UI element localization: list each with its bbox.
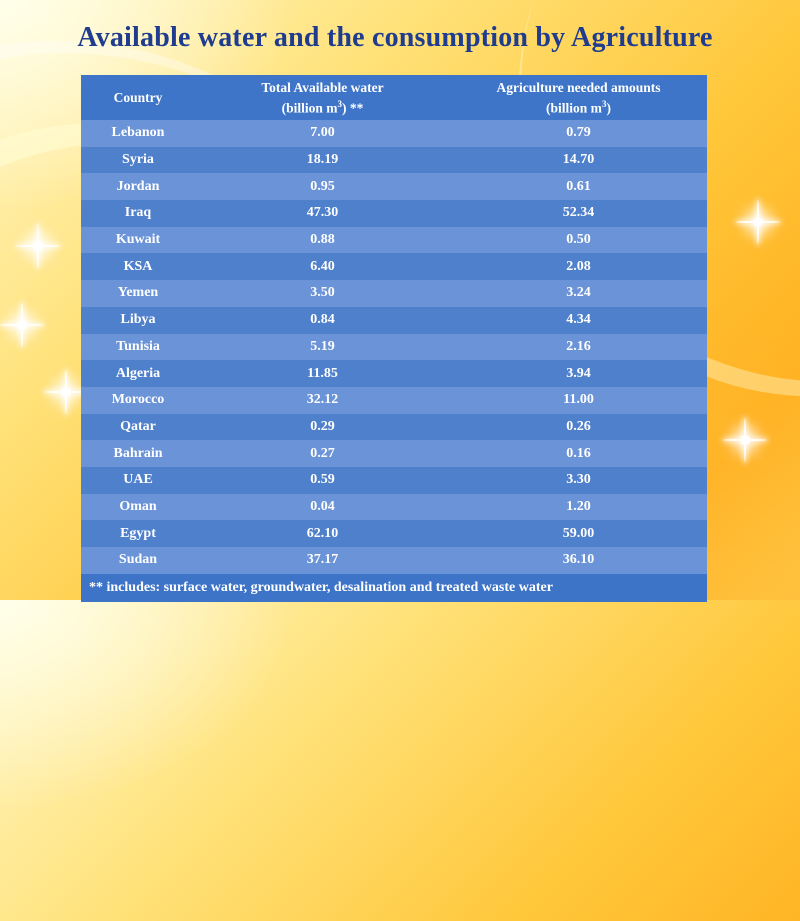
cell-agriculture-needed: 59.00 <box>562 525 595 541</box>
cell-agriculture-needed: 3.30 <box>566 472 591 488</box>
cell-country: Lebanon <box>111 125 165 141</box>
cell-country: Oman <box>119 498 157 514</box>
cell-agriculture-needed: 52.34 <box>562 205 595 221</box>
cell-agriculture-needed: 3.24 <box>566 285 591 301</box>
table-row: Sudan 37.17 36.10 <box>81 547 707 574</box>
cell-country: Algeria <box>115 365 161 381</box>
sparkle-icon <box>0 303 44 347</box>
cell-country: Syria <box>122 152 154 168</box>
cell-country: Egypt <box>120 525 156 541</box>
table-header-row: Country Total Available water (billion m… <box>81 75 707 120</box>
header-country: Country <box>113 90 163 105</box>
table-row: Bahrain 0.27 0.16 <box>81 440 707 467</box>
cell-agriculture-needed: 2.16 <box>566 338 591 354</box>
cell-agriculture-needed: 0.61 <box>566 178 591 194</box>
footnote-row: ** includes: surface water, groundwater,… <box>81 573 707 602</box>
cell-country: Kuwait <box>115 232 161 248</box>
table-row: Libya 0.84 4.34 <box>81 306 707 334</box>
sparkle-icon <box>736 200 780 244</box>
table-row: Morocco 32.12 11.00 <box>81 386 707 414</box>
page-title: Available water and the consumption by A… <box>77 22 713 53</box>
table-row: Oman 0.04 1.20 <box>81 493 707 521</box>
cell-agriculture-needed: 36.10 <box>562 552 595 568</box>
cell-total-available: 6.40 <box>310 258 335 274</box>
cell-country: UAE <box>123 472 153 488</box>
header-agriculture-needed: Agriculture needed amounts (billion m3) <box>496 79 661 116</box>
cell-country: Jordan <box>116 178 160 194</box>
cell-country: Sudan <box>118 552 158 568</box>
table-row: Algeria 11.85 3.94 <box>81 360 707 387</box>
sparkle-icon <box>723 418 767 462</box>
cell-total-available: 5.19 <box>310 338 335 354</box>
cell-total-available: 11.85 <box>307 365 338 381</box>
cell-country: Qatar <box>120 418 156 434</box>
cell-agriculture-needed: 0.16 <box>566 445 591 461</box>
cell-total-available: 0.59 <box>310 472 335 488</box>
cell-total-available: 0.27 <box>310 445 335 461</box>
cell-country: Tunisia <box>116 338 160 354</box>
cell-total-available: 37.17 <box>306 552 339 568</box>
cell-total-available: 62.10 <box>306 525 339 541</box>
cell-agriculture-needed: 4.34 <box>566 312 591 328</box>
cell-total-available: 0.88 <box>310 232 335 248</box>
sparkle-icon <box>44 370 88 414</box>
cell-total-available: 0.04 <box>310 498 335 514</box>
water-consumption-table: Country Total Available water (billion m… <box>81 75 707 602</box>
cell-agriculture-needed: 11.00 <box>563 392 594 408</box>
sparkle-icon <box>16 224 60 268</box>
cell-total-available: 0.29 <box>310 418 335 434</box>
cell-agriculture-needed: 0.50 <box>566 232 591 248</box>
table-row: Lebanon 7.00 0.79 <box>81 120 707 147</box>
cell-agriculture-needed: 0.26 <box>566 418 591 434</box>
cell-total-available: 0.84 <box>310 312 335 328</box>
cell-agriculture-needed: 2.08 <box>566 258 591 274</box>
cell-country: Bahrain <box>113 445 163 461</box>
table-row: Iraq 47.30 52.34 <box>81 200 707 227</box>
table-body: Lebanon 7.00 0.79 Syria 18.19 14.70 Jordan 0.95… <box>81 120 707 574</box>
table-row: Syria 18.19 14.70 <box>81 146 707 174</box>
table-row: Kuwait 0.88 0.50 <box>81 226 707 254</box>
cell-total-available: 32.12 <box>306 392 339 408</box>
cell-total-available: 3.50 <box>310 285 335 301</box>
header-total-available: Total Available water (billion m3) ** <box>261 79 384 116</box>
water-table-container: Country Total Available water (billion m… <box>81 75 707 602</box>
cell-agriculture-needed: 0.79 <box>566 125 591 141</box>
table-row: Jordan 0.95 0.61 <box>81 173 707 201</box>
cell-agriculture-needed: 1.20 <box>566 498 591 514</box>
cell-country: Morocco <box>111 392 165 408</box>
cell-country: Yemen <box>117 285 159 301</box>
table-row: Qatar 0.29 0.26 <box>81 413 707 441</box>
cell-agriculture-needed: 3.94 <box>566 365 591 381</box>
cell-total-available: 0.95 <box>310 178 335 194</box>
cell-country: KSA <box>123 258 153 274</box>
cell-total-available: 7.00 <box>310 125 335 141</box>
table-row: Yemen 3.50 3.24 <box>81 280 707 307</box>
table-row: UAE 0.59 3.30 <box>81 466 707 494</box>
cell-total-available: 47.30 <box>306 205 339 221</box>
cell-country: Iraq <box>124 205 152 221</box>
footnote: ** includes: surface water, groundwater,… <box>81 573 707 602</box>
table-row: Tunisia 5.19 2.16 <box>81 333 707 361</box>
table-row: KSA 6.40 2.08 <box>81 253 707 281</box>
cell-country: Libya <box>120 312 156 328</box>
table-row: Egypt 62.10 59.00 <box>81 520 707 547</box>
cell-agriculture-needed: 14.70 <box>562 152 595 168</box>
cell-total-available: 18.19 <box>306 152 339 168</box>
